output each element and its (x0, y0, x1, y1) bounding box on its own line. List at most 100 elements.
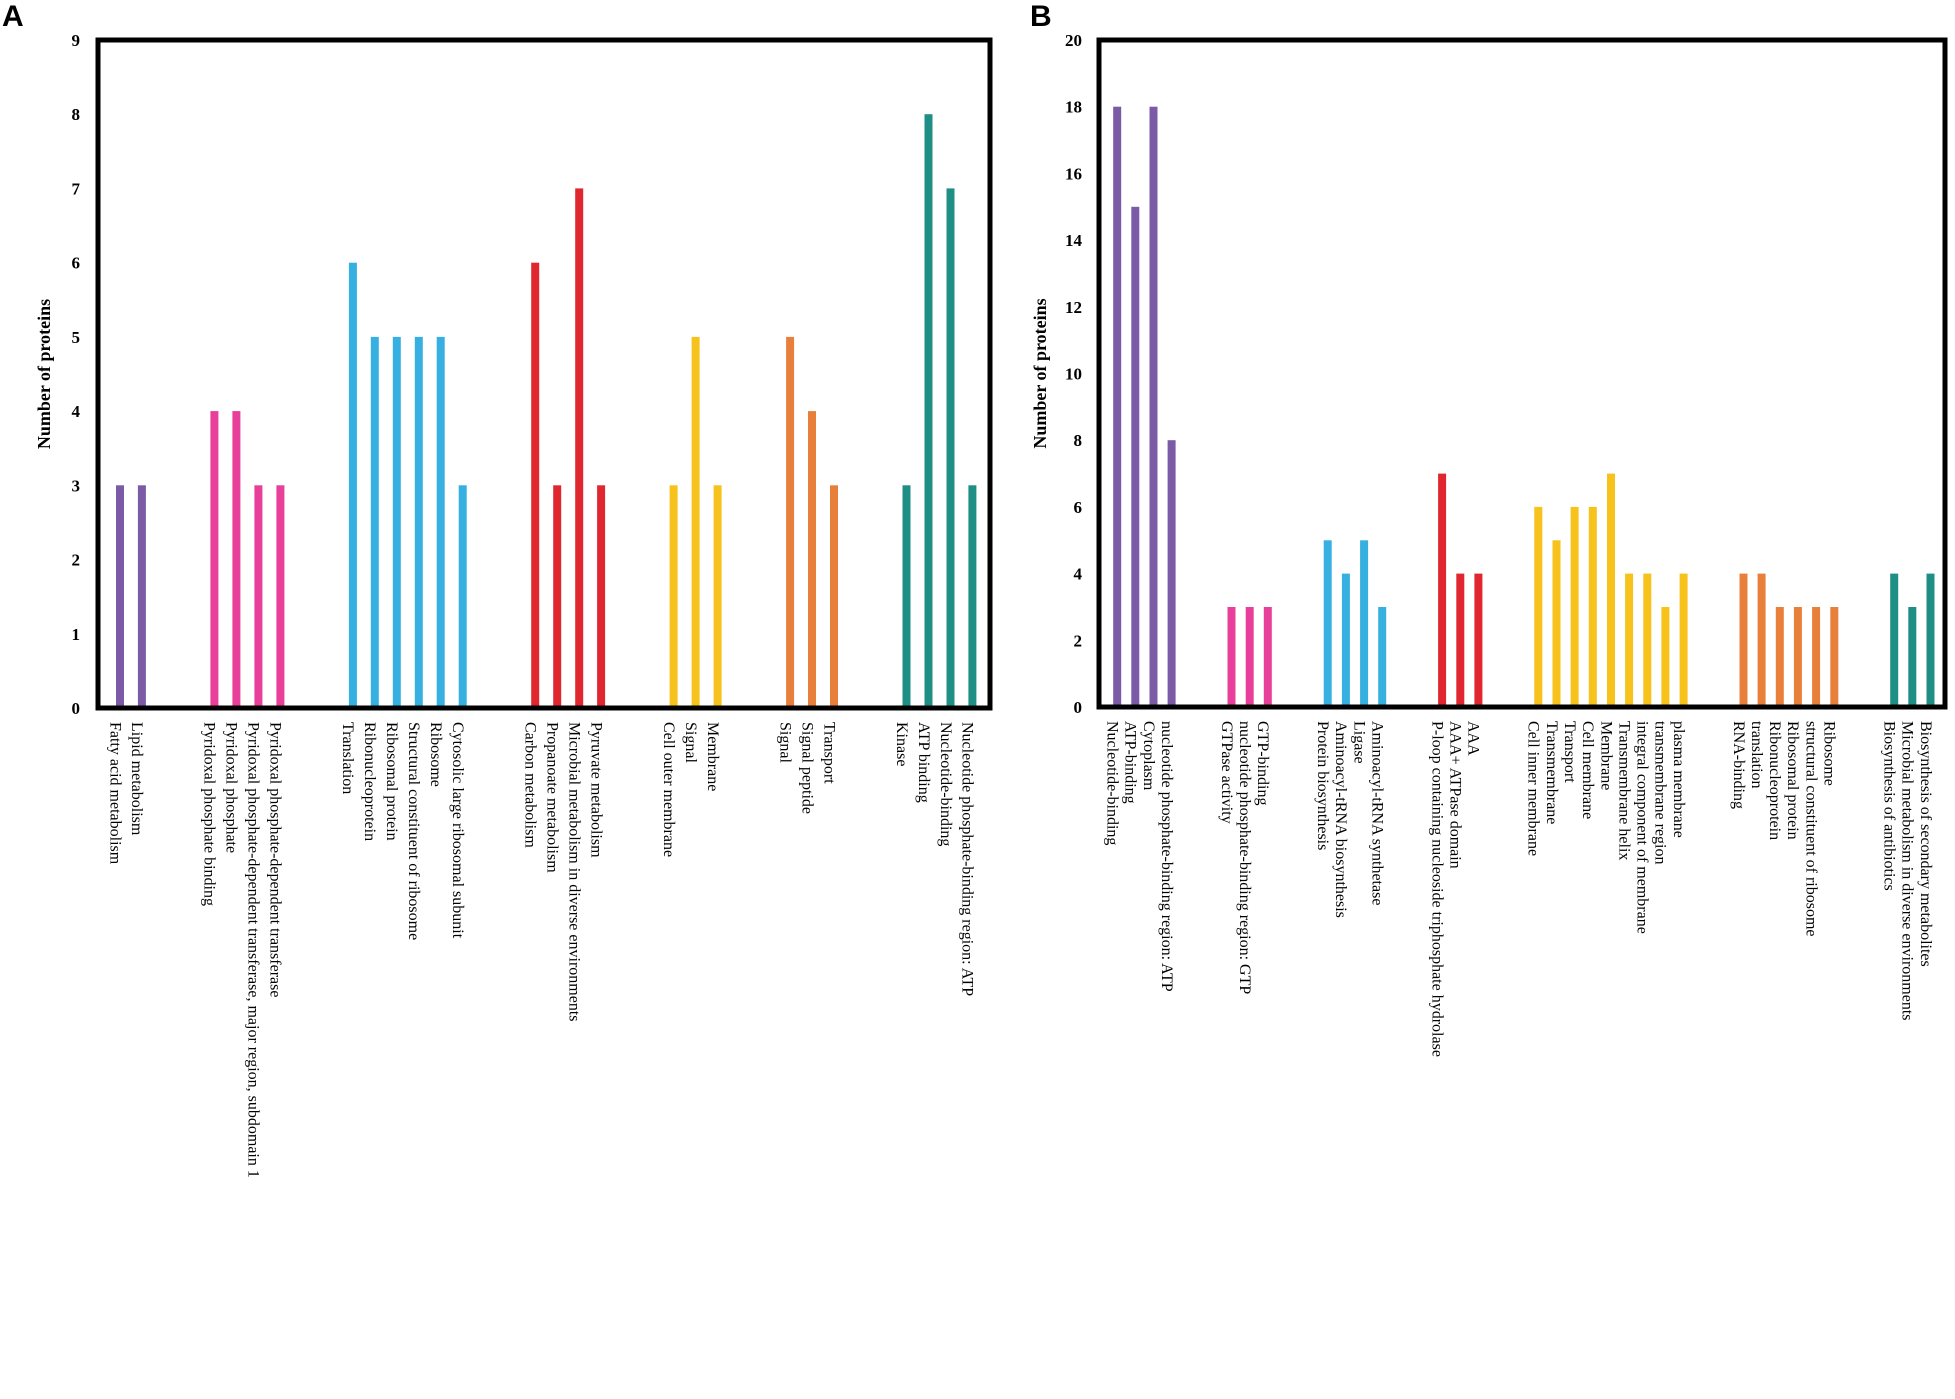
category-label: Microbial metabolism in diverse environm… (566, 722, 583, 1022)
category-label: Carbon metabolism (522, 722, 539, 848)
bar-a-5-1 (808, 411, 816, 708)
bar-b-5-5 (1830, 607, 1839, 707)
category-label: RNA-binding (1730, 721, 1747, 809)
bar-b-5-3 (1793, 607, 1802, 707)
category-label: Transport (1561, 721, 1578, 783)
bar-a-2-0 (348, 262, 357, 708)
y-tick-label: 9 (72, 31, 81, 50)
category-label: Pyridoxal phosphate (223, 722, 240, 853)
bar-b-1-0 (1227, 607, 1236, 707)
bar-b-5-1 (1757, 573, 1766, 707)
bar-a-3-1 (553, 485, 562, 708)
category-label: Membrane (1597, 721, 1614, 790)
category-label: transmembrane region (1652, 721, 1669, 865)
category-label: Signal (776, 722, 793, 763)
category-label: Propanoate metabolism (544, 722, 561, 873)
category-label: integral component of membrane (1634, 721, 1651, 934)
bar-b-1-2 (1263, 607, 1272, 707)
category-label: Cell membrane (1579, 721, 1596, 819)
bar-a-3-0 (531, 262, 540, 708)
bar-b-0-1 (1131, 206, 1140, 708)
category-label: AAA+ ATPase domain (1447, 721, 1464, 869)
bar-a-1-0 (210, 411, 219, 708)
y-tick-label: 7 (72, 179, 81, 198)
bar-a-4-2 (713, 485, 722, 708)
y-tick-label: 1 (72, 625, 81, 644)
category-label: Lipid metabolism (128, 722, 145, 836)
category-label: Signal peptide (798, 722, 815, 814)
category-label: Transport (820, 722, 837, 784)
bar-b-2-3 (1378, 607, 1387, 707)
category-label: nucleotide phosphate-binding region: GTP (1236, 721, 1253, 994)
category-label: Nucleotide-binding (937, 722, 954, 846)
bar-b-4-1 (1552, 540, 1561, 708)
category-label: Aminoacyl-tRNA synthetase (1369, 721, 1386, 905)
bar-b-5-4 (1812, 607, 1821, 707)
bar-b-4-0 (1534, 506, 1543, 707)
bar-a-2-4 (436, 336, 445, 708)
bar-b-2-1 (1341, 573, 1350, 707)
category-label: Ribosomal protein (1784, 721, 1801, 840)
category-label: Ribonucleoprotein (361, 722, 378, 841)
bar-a-1-2 (254, 485, 263, 708)
y-tick-label: 20 (1065, 31, 1082, 50)
category-label: Pyridoxal phosphate binding (201, 722, 218, 906)
bar-b-3-0 (1438, 473, 1447, 707)
category-label: Fatty acid metabolism (106, 722, 123, 865)
bar-b-1-1 (1245, 607, 1254, 707)
bar-b-5-2 (1775, 607, 1784, 707)
category-label: Ribosome (1821, 721, 1838, 786)
panel-a-chart: Fatty acid metabolism Lipid metabolism Pyr… (34, 31, 993, 1178)
category-label: Kinase (893, 722, 910, 766)
bar-b-0-3 (1167, 440, 1176, 707)
category-label: Microbial metabolism in diverse environm… (1899, 721, 1916, 1021)
bar-b-4-4 (1607, 473, 1615, 707)
bar-a-6-1 (924, 114, 933, 708)
y-axis-title: Number of proteins (34, 299, 54, 449)
bar-b-0-0 (1113, 106, 1122, 707)
bar-a-3-3 (597, 485, 606, 708)
category-label: Structural constituent of ribosome (405, 722, 422, 940)
category-label: ATP binding (915, 722, 932, 803)
plot-frame (1096, 37, 1948, 710)
bar-b-6-2 (1926, 573, 1935, 707)
category-label: Cytoplasm (1140, 721, 1157, 791)
category-label: ATP-binding (1122, 721, 1139, 804)
category-label: Cell inner membrane (1525, 721, 1542, 856)
y-tick-label: 0 (1074, 698, 1083, 717)
category-label: Translation (339, 722, 356, 794)
panel-label-b: B (1030, 0, 1052, 33)
bar-a-5-0 (786, 336, 795, 708)
y-tick-label: 5 (72, 328, 81, 347)
category-label: Membrane (704, 722, 721, 791)
y-tick-label: 2 (1074, 631, 1083, 650)
bar-a-6-2 (946, 188, 955, 708)
bar-a-2-5 (458, 485, 467, 708)
y-tick-label: 8 (72, 105, 81, 124)
y-tick-label: 10 (1065, 365, 1082, 384)
y-tick-label: 2 (72, 551, 81, 570)
plot-frame (95, 37, 993, 711)
bar-b-4-5 (1625, 573, 1634, 707)
y-tick-label: 4 (72, 402, 81, 421)
category-label: GTPase activity (1218, 721, 1235, 824)
category-label: Ligase (1350, 721, 1367, 764)
category-label: Protein biosynthesis (1314, 721, 1331, 850)
category-label: Nucleotide-binding (1104, 721, 1121, 845)
category-label: Signal (682, 722, 699, 763)
bar-b-6-1 (1908, 607, 1917, 707)
panel-label-a: A (2, 0, 24, 33)
y-tick-label: 0 (72, 699, 81, 718)
panel-b-chart: Nucleotide-binding ATP-binding Cytoplasm nu… (1030, 31, 1948, 1057)
category-label: translation (1748, 721, 1765, 789)
category-label: Pyridoxal phosphate-dependent transferas… (267, 722, 284, 997)
y-tick-label: 8 (1074, 431, 1083, 450)
y-tick-label: 3 (72, 476, 81, 495)
bar-a-0-0 (116, 485, 124, 708)
bar-b-4-8 (1679, 573, 1688, 707)
bar-a-1-1 (232, 411, 241, 708)
y-tick-label: 18 (1065, 98, 1082, 117)
category-label: Ribonucleoprotein (1766, 721, 1783, 840)
bar-b-4-2 (1570, 506, 1579, 707)
bar-b-6-0 (1890, 573, 1899, 707)
